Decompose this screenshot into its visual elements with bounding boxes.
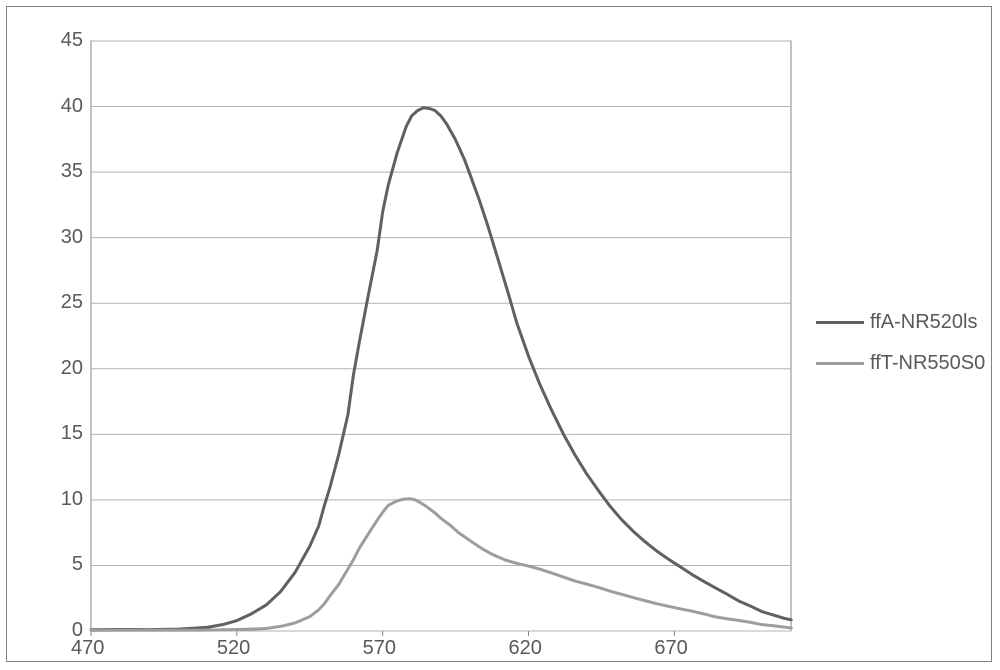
x-tick-label: 620 [509, 637, 542, 660]
y-tick-label: 5 [72, 553, 83, 576]
legend-label: ffA-NR520ls [870, 311, 977, 333]
chart-container: 051015202530354045 470520570620670 ffA-N… [21, 21, 991, 661]
y-tick-label: 25 [61, 291, 83, 314]
chart-legend: ffA-NR520ls ffT-NR550S0 [816, 311, 985, 393]
chart-outer-frame: 051015202530354045 470520570620670 ffA-N… [6, 6, 992, 662]
y-tick-label: 10 [61, 488, 83, 511]
x-tick-label: 570 [363, 637, 396, 660]
y-tick-label: 15 [61, 422, 83, 445]
y-tick-label: 30 [61, 226, 83, 249]
y-tick-label: 20 [61, 357, 83, 380]
x-tick-label: 520 [217, 637, 250, 660]
y-tick-label: 40 [61, 95, 83, 118]
x-tick-label: 470 [71, 637, 104, 660]
y-tick-label: 35 [61, 160, 83, 183]
legend-item: ffT-NR550S0 [816, 352, 985, 375]
y-tick-label: 45 [61, 29, 83, 52]
legend-label: ffT-NR550S0 [870, 352, 985, 374]
legend-item: ffA-NR520ls [816, 311, 985, 334]
x-tick-label: 670 [654, 637, 687, 660]
legend-swatch [816, 362, 864, 365]
legend-swatch [816, 321, 864, 324]
